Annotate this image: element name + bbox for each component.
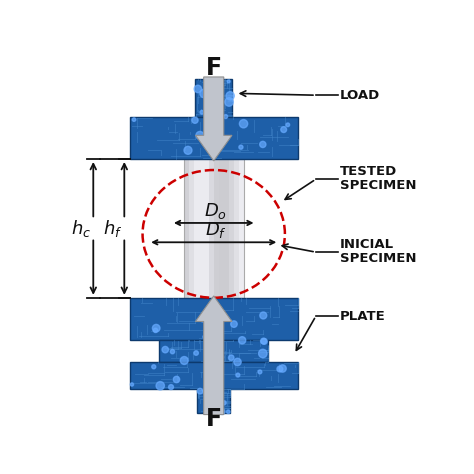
Circle shape (192, 117, 198, 123)
Polygon shape (204, 159, 209, 298)
Circle shape (227, 80, 230, 83)
Text: SPECIMEN: SPECIMEN (340, 179, 416, 192)
Text: F: F (206, 407, 222, 431)
Circle shape (194, 85, 201, 92)
Circle shape (231, 321, 237, 328)
Text: INICIAL: INICIAL (340, 237, 394, 251)
Circle shape (236, 373, 240, 377)
Polygon shape (199, 159, 204, 298)
Circle shape (228, 355, 234, 360)
Circle shape (281, 127, 287, 133)
Polygon shape (189, 159, 194, 298)
Circle shape (216, 99, 222, 105)
Polygon shape (195, 77, 232, 161)
Polygon shape (229, 159, 234, 298)
Text: LOAD: LOAD (340, 89, 380, 102)
Circle shape (152, 324, 160, 332)
Polygon shape (197, 389, 230, 413)
Polygon shape (234, 159, 239, 298)
Circle shape (132, 118, 136, 121)
Circle shape (215, 405, 222, 412)
Circle shape (196, 131, 204, 139)
Circle shape (226, 91, 234, 100)
Circle shape (258, 370, 262, 374)
Circle shape (286, 123, 290, 127)
Polygon shape (130, 298, 298, 340)
Circle shape (152, 365, 156, 369)
Circle shape (279, 365, 286, 372)
Circle shape (209, 338, 212, 341)
Text: $D_f$: $D_f$ (205, 220, 227, 240)
Polygon shape (194, 159, 199, 298)
Circle shape (222, 401, 226, 405)
Circle shape (218, 335, 222, 338)
Circle shape (260, 141, 266, 147)
Circle shape (220, 400, 224, 404)
Circle shape (227, 410, 230, 413)
Circle shape (200, 110, 204, 114)
Circle shape (261, 338, 266, 344)
Circle shape (130, 383, 134, 386)
Circle shape (234, 358, 241, 365)
Polygon shape (130, 117, 298, 159)
Circle shape (212, 390, 220, 398)
Polygon shape (195, 296, 232, 415)
Polygon shape (130, 362, 298, 389)
Text: SPECIMEN: SPECIMEN (340, 252, 416, 265)
Circle shape (200, 316, 206, 322)
Circle shape (169, 384, 173, 390)
Circle shape (219, 409, 225, 415)
Circle shape (184, 146, 192, 155)
Circle shape (210, 112, 218, 120)
Circle shape (156, 382, 164, 390)
Polygon shape (183, 159, 189, 298)
Text: TESTED: TESTED (340, 164, 397, 178)
Circle shape (180, 356, 188, 365)
Polygon shape (214, 159, 219, 298)
Circle shape (215, 394, 222, 401)
Circle shape (260, 312, 267, 319)
Circle shape (203, 335, 206, 338)
Circle shape (239, 119, 248, 128)
Circle shape (224, 115, 228, 118)
Circle shape (153, 328, 158, 333)
Circle shape (197, 388, 203, 394)
Circle shape (203, 389, 206, 392)
Circle shape (170, 349, 174, 354)
Polygon shape (195, 79, 232, 117)
Circle shape (162, 346, 168, 353)
Circle shape (277, 366, 283, 372)
Circle shape (206, 333, 214, 341)
Circle shape (203, 390, 210, 396)
Circle shape (259, 349, 267, 358)
Polygon shape (239, 159, 244, 298)
Circle shape (213, 92, 222, 100)
Circle shape (238, 337, 246, 344)
Circle shape (218, 354, 224, 360)
Text: PLATE: PLATE (340, 310, 385, 322)
Text: $h_c$: $h_c$ (71, 218, 91, 239)
Circle shape (225, 98, 233, 106)
Circle shape (261, 338, 267, 344)
Text: $h_f$: $h_f$ (103, 218, 122, 239)
Polygon shape (224, 159, 229, 298)
Circle shape (173, 376, 180, 383)
Polygon shape (209, 159, 214, 298)
Text: $D_o$: $D_o$ (204, 201, 227, 221)
Polygon shape (219, 159, 224, 298)
Polygon shape (159, 340, 268, 362)
Circle shape (200, 89, 208, 98)
Circle shape (239, 145, 243, 149)
Circle shape (204, 329, 211, 337)
Circle shape (194, 351, 199, 356)
Text: F: F (206, 56, 222, 80)
Circle shape (213, 148, 216, 151)
